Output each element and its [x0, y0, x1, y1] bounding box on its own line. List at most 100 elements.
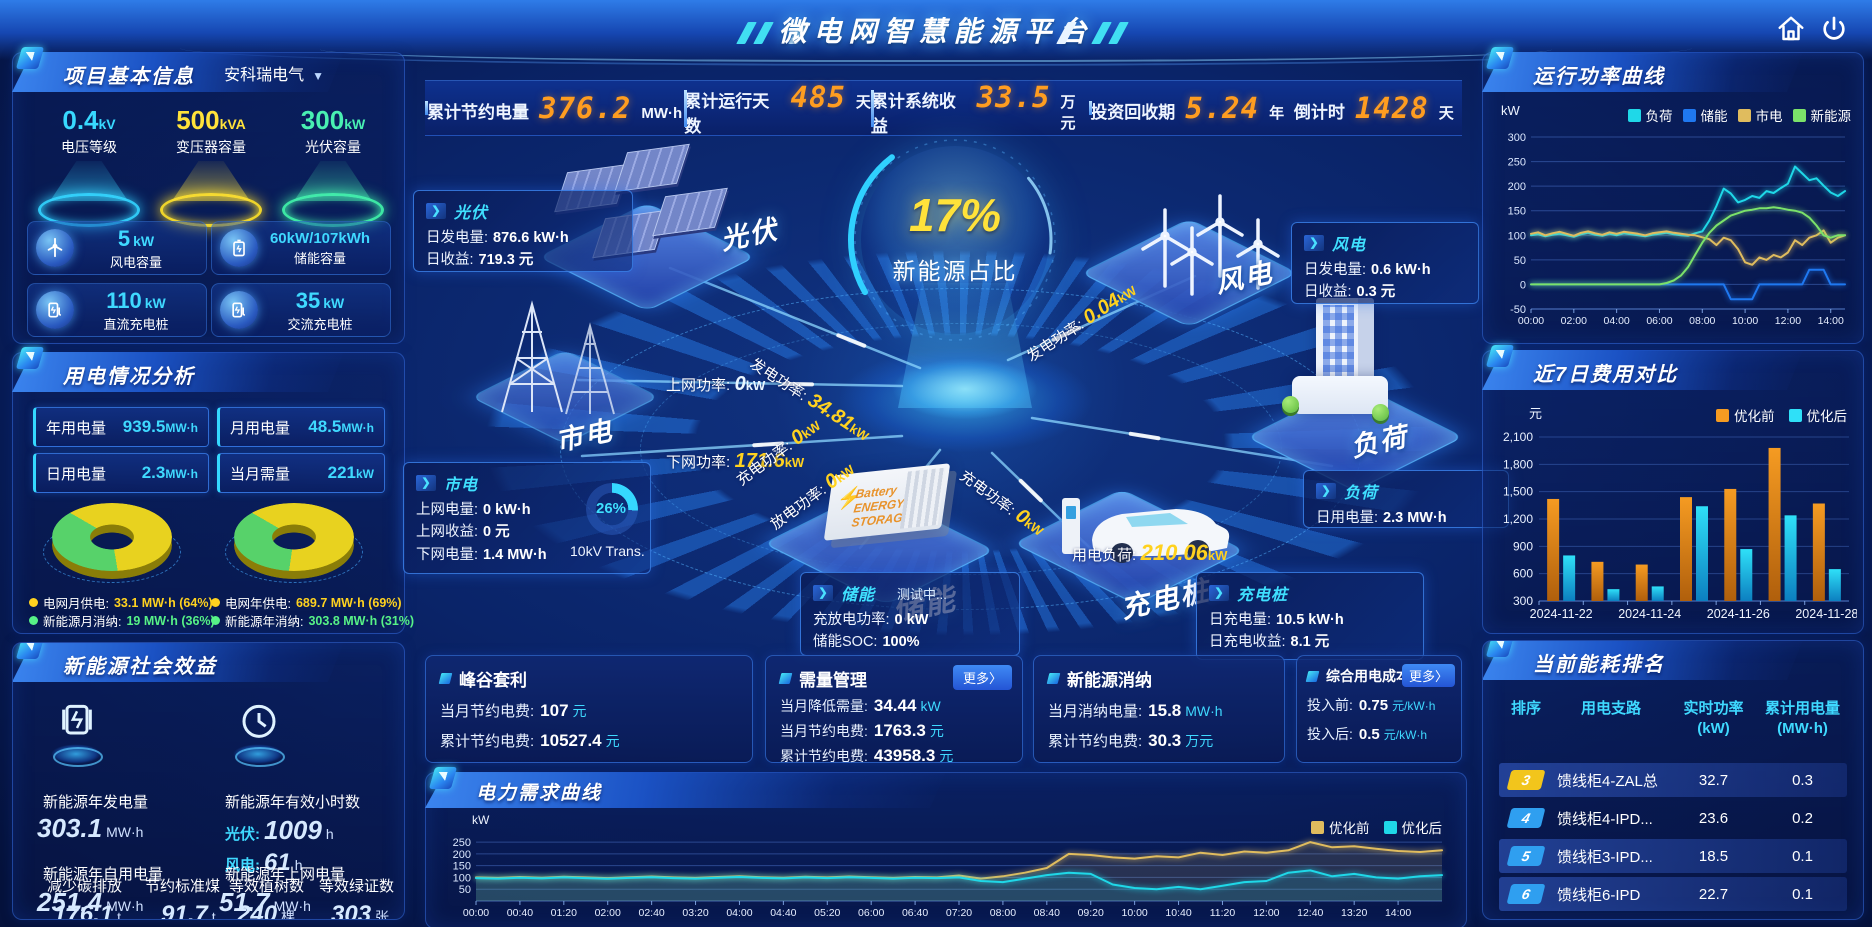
arrow-icon: ❯ [416, 475, 436, 491]
card-wind: ❯ 风电 日发电量: 0.6 kW·h 日收益: 0.3 元 [1291, 222, 1479, 304]
svg-text:1,200: 1,200 [1503, 512, 1533, 526]
panel-social-title: 新能源社会效益 [63, 656, 217, 678]
ranking-table-header: 排序 用电支路 实时功率 (kW) 累计用电量 (MW·h) [1510, 700, 1840, 737]
svg-text:50: 50 [459, 884, 471, 896]
center-pedestal-core [872, 350, 1058, 428]
kpi-countdown: 倒计时 1428 天 [1293, 91, 1454, 125]
cert-value: 303 张 [331, 901, 390, 920]
panel-social-benefits: 新能源社会效益 新能源年发电量 303.1 MW·h 新能源年有效小时数 光伏: 1… [12, 642, 405, 920]
wind-turbine-icon [36, 229, 74, 267]
capacity-wind: 5 kW 风电容量 [27, 221, 207, 275]
more-button[interactable]: 更多〉 [1401, 664, 1455, 687]
kpi-stats-bar: 累计节约电量 376.2 MW·h 累计运行天数 485 天 累计系统收益 33.5 万元 … [425, 80, 1462, 136]
svg-text:09:20: 09:20 [1078, 907, 1104, 919]
donut-month [52, 503, 172, 571]
card-corner-icon [438, 673, 453, 684]
ev-charger-icon [220, 291, 258, 329]
cost-legend: 优化前 优化后 [1716, 405, 1847, 425]
card-storage: ❯ 储能 测试中... 充放电功率: 0 kW 储能SOC: 100% [800, 572, 1020, 656]
pedestal-generation [41, 695, 113, 775]
legend-new-year: 新能源年消纳: 303.8 MW·h (31%) [211, 611, 414, 630]
power-legend: 负荷 储能 市电 新能源 [1627, 105, 1851, 125]
svg-text:2,100: 2,100 [1503, 430, 1533, 444]
svg-text:200: 200 [1508, 181, 1526, 193]
card-demand-management: 需量管理 更多〉 当月降低需量: 34.44 kW 当月节约电费: 1763.3 元 累… [765, 655, 1023, 765]
home-icon[interactable] [1776, 14, 1806, 49]
svg-text:2024-11-28: 2024-11-28 [1795, 607, 1857, 621]
stat-month-energy: 月用电量 48.5MW·h [217, 407, 385, 447]
company-dropdown[interactable]: 安科瑞电气 ▼ [224, 61, 324, 85]
tree-icon [1282, 396, 1299, 413]
export-value: 51.7 MW·h [219, 887, 311, 917]
co2-label: 减少碳排放 [47, 878, 123, 895]
new-energy-percentage: 17% [908, 189, 1002, 241]
legend-grid-year: 电网年供电: 689.7 MW·h (69%) [211, 593, 402, 612]
sphere-arcs [848, 133, 1062, 347]
svg-text:08:40: 08:40 [1034, 907, 1060, 919]
table-row[interactable]: 5 馈线柜3-IPD... 18.5 0.1 [1499, 839, 1847, 873]
cert-label: 等效绿证数 [319, 878, 395, 895]
more-button[interactable]: 更多〉 [952, 665, 1012, 690]
pv-hours: 光伏: 1009 h [225, 815, 334, 845]
light-cone [294, 161, 372, 201]
power-pylon-icon [501, 300, 615, 415]
panel-project-title: 项目基本信息 [63, 66, 195, 88]
light-cone [172, 161, 250, 201]
clock-icon [242, 704, 276, 738]
panel-demand-curve: 电力需求曲线 kW 优化前 优化后 250 200 150 100 50 00:00 00:… [425, 767, 1467, 927]
donut-year-chart [225, 495, 363, 591]
power-icon[interactable] [1818, 14, 1850, 51]
rank-badge: 5 [1506, 846, 1546, 866]
tree-label: 等效植树数 [229, 878, 305, 895]
panel-project-info: 项目基本信息 安科瑞电气 ▼ 0.4kV 电压等级 500kVA 变压器容量 30… [12, 47, 405, 344]
panel-cost-compare: 近7日费用对比 元 优化前 优化后 2,100 1,800 1,500 1,200 90… [1482, 345, 1864, 634]
wind-turbines-icon [1141, 194, 1280, 296]
svg-text:150: 150 [1508, 206, 1526, 218]
svg-text:12:00: 12:00 [1253, 907, 1279, 919]
svg-text:02:00: 02:00 [595, 907, 621, 919]
table-row[interactable]: 3 馈线柜4-ZAL总 32.7 0.3 [1499, 763, 1847, 797]
coal-label: 节约标准煤 [145, 878, 221, 895]
ev-car-icon [1062, 498, 1230, 563]
svg-text:06:00: 06:00 [1646, 315, 1672, 327]
y-axis-unit: kW [472, 813, 490, 827]
panel-demand-header [425, 772, 946, 808]
gen-value: 303.1 MW·h [37, 813, 144, 843]
svg-text:04:40: 04:40 [770, 907, 796, 919]
gauge-label: 10kV Trans. [570, 543, 645, 559]
card-solar: ❯ 光伏 日发电量: 876.6 kW·h 日收益: 719.3 元 [413, 190, 633, 272]
table-row[interactable]: 6 馈线柜6-IPD 22.7 0.1 [1499, 877, 1847, 911]
tree-icon [1372, 404, 1389, 421]
battery-icon [220, 229, 258, 267]
svg-text:600: 600 [1513, 567, 1533, 581]
svg-text:2024-11-26: 2024-11-26 [1707, 607, 1770, 621]
svg-text:200: 200 [453, 849, 471, 861]
card-new-energy-consumption: 新能源消纳 当月消纳电量: 15.8 MW·h 累计节约电费: 30.3 万元 [1033, 655, 1285, 763]
capacity-storage: 60kW/107kWh 储能容量 [211, 221, 391, 275]
svg-text:05:20: 05:20 [814, 907, 840, 919]
svg-text:150: 150 [453, 861, 471, 873]
legend-grid-month: 电网月供电: 33.1 MW·h (64%) [29, 593, 213, 612]
y-axis-unit: 元 [1529, 406, 1543, 421]
svg-text:04:00: 04:00 [726, 907, 752, 919]
table-row[interactable]: 4 馈线柜4-IPD... 23.6 0.2 [1499, 801, 1847, 835]
tree-value: 240 棵 [237, 901, 296, 920]
svg-text:1,500: 1,500 [1503, 485, 1533, 499]
svg-text:2024-11-22: 2024-11-22 [1530, 607, 1593, 621]
svg-text:02:00: 02:00 [1561, 315, 1587, 327]
svg-text:12:00: 12:00 [1775, 315, 1801, 327]
svg-text:-50: -50 [1510, 304, 1526, 316]
company-name: 安科瑞电气 [224, 67, 305, 84]
svg-text:300: 300 [1508, 132, 1526, 144]
svg-text:03:20: 03:20 [682, 907, 708, 919]
generator-icon [62, 704, 92, 735]
flow-load-power: 用电负荷: 210.06kW [1072, 540, 1228, 565]
svg-text:08:00: 08:00 [1689, 315, 1715, 327]
svg-text:00:40: 00:40 [507, 907, 533, 919]
arrow-icon: ❯ [426, 203, 446, 219]
stat-year-energy: 年用电量 939.5MW·h [33, 407, 209, 447]
svg-text:00:00: 00:00 [1518, 315, 1544, 327]
arrow-icon: ❯ [813, 585, 833, 601]
co2-value: 176.1 t [53, 901, 121, 920]
